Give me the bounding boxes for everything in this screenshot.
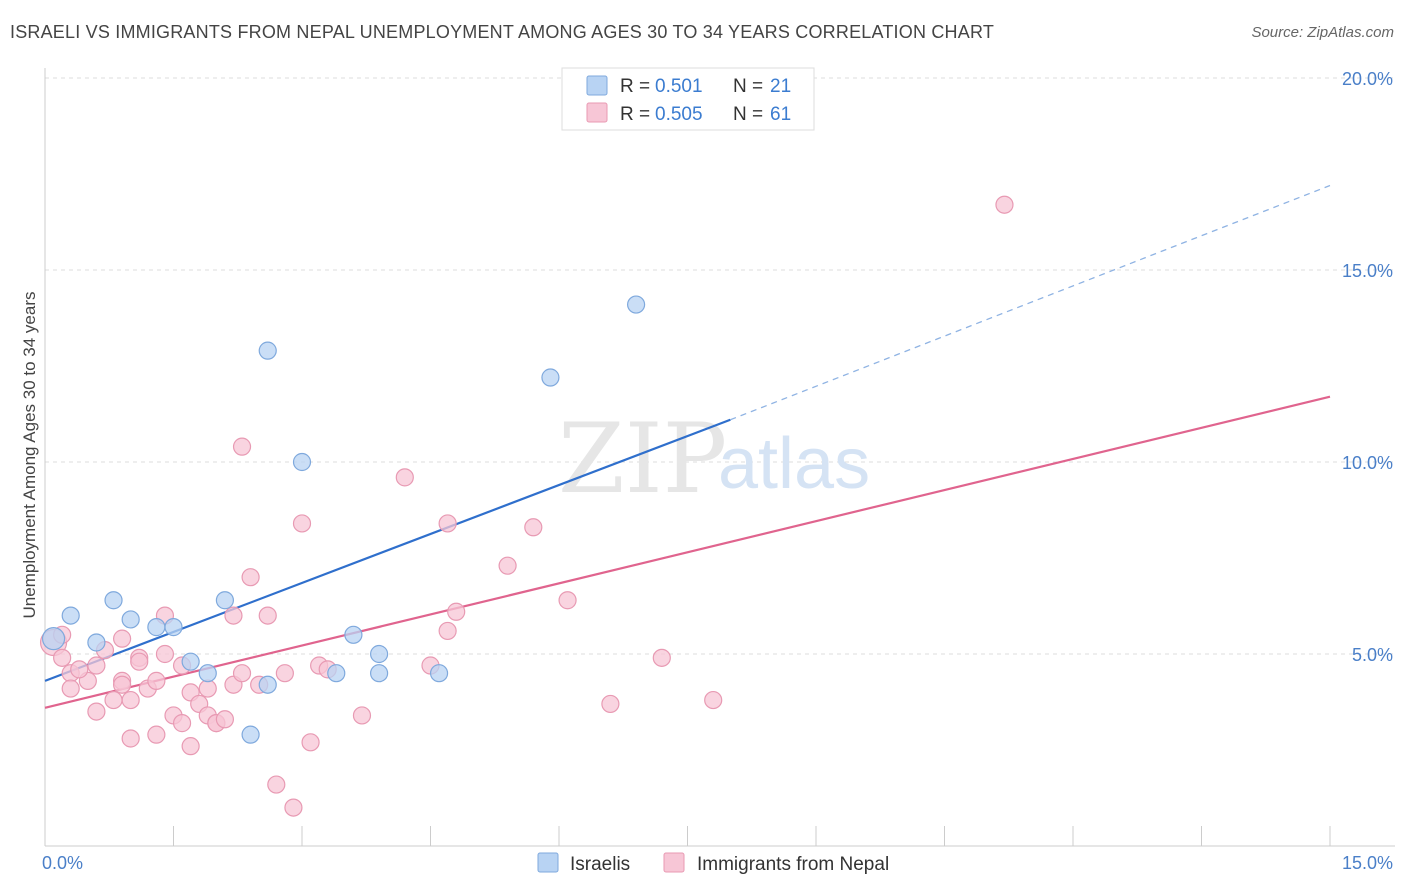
trend-line-nepal xyxy=(44,395,1331,709)
point-nepal xyxy=(524,518,543,537)
bottom-legend: Israelis Immigrants from Nepal xyxy=(537,852,889,875)
point-nepal xyxy=(87,656,106,675)
bottom-legend-swatch-israelis xyxy=(537,852,559,873)
point-israelis xyxy=(327,664,346,683)
legend-r-value: 0.501 xyxy=(655,76,703,97)
point-nepal xyxy=(498,556,517,575)
legend-swatch-nepal xyxy=(586,102,608,123)
point-nepal xyxy=(275,664,294,683)
point-israelis xyxy=(241,725,260,744)
point-israelis xyxy=(164,618,183,637)
point-israelis xyxy=(181,652,200,671)
point-nepal xyxy=(232,437,252,456)
point-nepal xyxy=(172,714,192,733)
point-israelis xyxy=(215,591,234,610)
point-israelis xyxy=(292,452,312,472)
legend-n-label: N = xyxy=(733,104,763,125)
point-israelis xyxy=(370,664,389,683)
point-nepal xyxy=(447,602,466,621)
point-nepal xyxy=(215,710,234,729)
point-israelis xyxy=(541,368,560,387)
bottom-legend-swatch-nepal xyxy=(663,852,685,873)
point-nepal xyxy=(232,664,252,683)
y-tick-label: 10.0% xyxy=(1342,453,1393,473)
legend-r-label: R = xyxy=(620,76,650,97)
point-nepal xyxy=(352,706,372,725)
point-nepal xyxy=(301,733,320,752)
point-israelis xyxy=(87,633,106,652)
x-tick-label: 0.0% xyxy=(42,853,83,873)
point-nepal xyxy=(438,514,457,533)
point-israelis xyxy=(258,675,277,694)
point-nepal xyxy=(224,606,243,625)
point-nepal xyxy=(53,648,72,667)
point-nepal xyxy=(147,671,166,690)
point-nepal xyxy=(130,652,149,671)
point-israelis xyxy=(626,295,646,314)
tick-labels: 5.0% 10.0% 15.0% 20.0% 0.0% 15.0% xyxy=(42,69,1393,873)
point-nepal xyxy=(181,737,200,756)
point-israelis xyxy=(429,664,449,683)
point-nepal xyxy=(155,644,175,664)
point-israelis xyxy=(370,644,389,664)
point-nepal xyxy=(104,690,123,710)
trend-lines xyxy=(44,184,1331,709)
point-nepal xyxy=(258,606,277,625)
point-nepal xyxy=(112,675,132,694)
legend: R = 0.501 N = 21 R = 0.505 N = 61 xyxy=(561,67,815,131)
point-nepal xyxy=(652,648,671,667)
point-israelis xyxy=(198,664,217,683)
chart-title: ISRAELI VS IMMIGRANTS FROM NEPAL UNEMPLO… xyxy=(10,22,995,42)
point-nepal xyxy=(292,514,312,533)
point-nepal xyxy=(198,679,217,698)
legend-r-value: 0.505 xyxy=(655,104,703,125)
point-nepal xyxy=(121,690,140,710)
point-nepal xyxy=(147,725,166,744)
legend-n-value: 21 xyxy=(770,76,791,97)
point-israelis xyxy=(344,625,363,644)
watermark-atlas: atlas xyxy=(718,424,870,504)
point-nepal xyxy=(995,195,1014,214)
watermark-zip: ZIP xyxy=(558,403,727,515)
point-nepal xyxy=(121,729,140,748)
source-credit: Source: ZipAtlas.com xyxy=(1251,24,1394,41)
point-nepal xyxy=(284,798,303,817)
watermark: ZIP atlas xyxy=(558,403,870,515)
point-nepal xyxy=(267,775,286,794)
point-israelis xyxy=(147,618,166,637)
point-nepal xyxy=(87,702,106,721)
point-israelis xyxy=(121,610,140,629)
y-tick-label: 15.0% xyxy=(1342,261,1393,281)
data-points xyxy=(39,195,1014,817)
point-israelis xyxy=(41,627,66,651)
legend-n-value: 61 xyxy=(770,104,791,125)
point-nepal xyxy=(558,591,577,610)
x-tick-label: 15.0% xyxy=(1342,853,1393,873)
axes xyxy=(44,68,1395,847)
point-israelis xyxy=(104,591,123,610)
point-nepal xyxy=(704,690,723,710)
bottom-legend-nepal: Immigrants from Nepal xyxy=(697,854,889,875)
point-nepal xyxy=(70,660,89,679)
trend-line-israelis-extension xyxy=(730,184,1331,421)
legend-n-label: N = xyxy=(733,76,763,97)
y-tick-label: 5.0% xyxy=(1352,645,1393,665)
point-nepal xyxy=(601,694,620,714)
point-nepal xyxy=(395,468,414,487)
point-israelis xyxy=(258,341,277,360)
legend-swatch-israelis xyxy=(586,75,608,96)
bottom-legend-israelis: Israelis xyxy=(570,854,630,875)
point-nepal xyxy=(241,568,260,587)
point-nepal xyxy=(438,621,457,641)
point-nepal xyxy=(61,679,80,698)
y-tick-label: 20.0% xyxy=(1342,69,1393,89)
point-nepal xyxy=(112,629,132,648)
gridlines xyxy=(45,77,1395,655)
point-israelis xyxy=(61,606,80,625)
legend-r-label: R = xyxy=(620,104,650,125)
trend-line-israelis xyxy=(44,418,731,682)
